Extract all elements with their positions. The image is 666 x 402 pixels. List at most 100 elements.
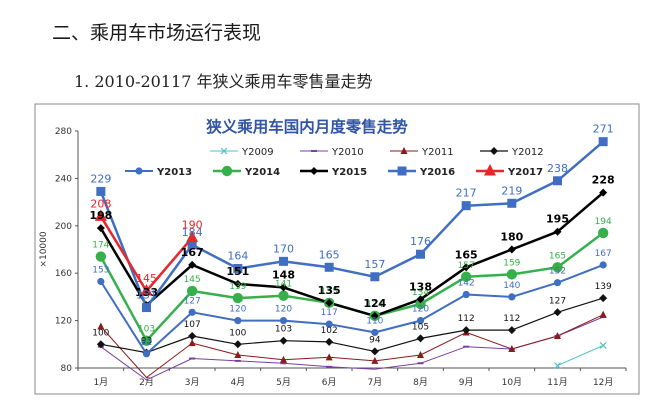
- point-y2012: [188, 332, 197, 341]
- legend-label-y2016: Y2016: [419, 167, 455, 178]
- legend-label-y2013: Y2013: [156, 167, 192, 178]
- point-y2014: [278, 290, 289, 301]
- point-y2016: [142, 303, 151, 313]
- legend-marker-y2014: [221, 165, 233, 177]
- y-tick-label: 80: [61, 364, 73, 374]
- chart-title: 狭义乘用车国内月度零售走势: [205, 117, 408, 136]
- data-label-y2016: 170: [273, 242, 294, 255]
- point-y2014: [552, 262, 563, 273]
- data-label-y2016: 131: [136, 289, 157, 302]
- point-y2016: [416, 249, 425, 259]
- data-label-y2013: 120: [275, 305, 292, 315]
- point-y2014: [415, 298, 426, 310]
- data-label-y2016: 184: [182, 226, 203, 239]
- legend-marker-y2009: [220, 147, 228, 155]
- point-y2011: [280, 355, 287, 363]
- data-label-y2017: 190: [182, 219, 203, 232]
- data-label-y2014: 194: [595, 217, 612, 227]
- legend-label-y2017: Y2017: [507, 167, 543, 178]
- point-y2011: [188, 339, 196, 347]
- data-label-y2016: 157: [364, 258, 385, 271]
- point-y2011: [417, 350, 424, 358]
- point-y2015: [599, 188, 608, 197]
- x-tick-label: 8月: [413, 377, 428, 388]
- data-label-y2016: 176: [410, 235, 431, 248]
- data-label-y2015: 195: [546, 213, 569, 226]
- data-label-y2013: 120: [412, 305, 429, 315]
- legend-label-y2009: Y2009: [241, 147, 274, 158]
- legend-label-y2010: Y2010: [331, 147, 364, 158]
- data-label-y2014: 134: [412, 288, 429, 298]
- point-y2016: [324, 262, 334, 272]
- data-label-y2017: 145: [136, 272, 157, 285]
- point-y2012: [325, 337, 334, 346]
- data-label-y2014: 159: [503, 258, 520, 268]
- point-y2016: [507, 198, 517, 208]
- data-label-y2014: 139: [229, 282, 246, 292]
- point-y2013: [188, 308, 196, 316]
- legend-marker-y2012: [490, 147, 498, 155]
- legend-label-y2014: Y2014: [244, 167, 280, 178]
- point-y2011: [325, 353, 333, 361]
- point-y2012: [416, 334, 425, 343]
- point-y2015: [462, 263, 471, 272]
- data-label-y2013: 120: [229, 305, 246, 315]
- data-label-y2015: 151: [226, 265, 249, 278]
- data-label-y2015: 148: [272, 268, 295, 281]
- x-tick-label: 1月: [93, 377, 108, 388]
- y-tick-label: 200: [55, 222, 72, 232]
- data-label-y2012: 100: [229, 328, 246, 338]
- point-y2013: [462, 290, 470, 299]
- point-y2013: [553, 279, 562, 287]
- data-label-y2012: 112: [458, 314, 475, 324]
- data-label-y2012: 107: [184, 320, 201, 330]
- axes: 80 120 160 200 240 280 1月 2月 3月 4月 5月 6月 7月 8月 9月 10月 11…: [55, 127, 627, 388]
- data-label-y2013: 153: [92, 265, 109, 275]
- legend-marker-y2013: [135, 167, 143, 175]
- data-label-y2014: 165: [549, 251, 566, 261]
- data-label-y2013: 117: [321, 308, 338, 318]
- data-label-y2016: 217: [456, 187, 477, 200]
- point-y2015: [416, 295, 425, 304]
- point-y2014: [460, 271, 472, 282]
- legend: Y2009 Y2010 Y2011 Y2012 Y2013 Y2014 Y2015 Y2016…: [125, 147, 544, 178]
- data-label-y2012: 93: [141, 337, 152, 347]
- point-y2011: [371, 356, 379, 364]
- chart-frame: [34, 103, 640, 395]
- legend-marker-y2015: [310, 167, 318, 175]
- point-y2013: [234, 317, 242, 325]
- point-y2015: [553, 227, 562, 236]
- data-label-y2013: 110: [366, 316, 383, 326]
- data-label-y2013: 152: [549, 267, 566, 277]
- data-label-y2012: 94: [369, 335, 381, 345]
- legend-label-y2015: Y2015: [331, 167, 367, 178]
- data-label-y2015: 133: [135, 286, 158, 299]
- point-y2012: [233, 340, 242, 349]
- data-label-y2015: 138: [409, 280, 432, 293]
- data-label-y2015: 228: [592, 174, 615, 187]
- point-y2011: [234, 350, 242, 358]
- data-label-y2012: 127: [549, 296, 566, 306]
- data-label-y2013: 140: [503, 281, 520, 291]
- point-y2013: [97, 277, 105, 286]
- chart-caption: 1. 2010-20117 年狭义乘用车零售量走势: [74, 72, 373, 91]
- data-label-y2012: 112: [503, 314, 520, 324]
- point-y2016: [279, 256, 288, 266]
- point-y2013: [416, 317, 425, 325]
- x-tick-label: 3月: [185, 377, 200, 388]
- y-tick-label: 280: [55, 127, 72, 137]
- point-y2012: [553, 308, 562, 317]
- point-y2012: [462, 326, 471, 335]
- point-y2013: [599, 261, 607, 269]
- data-label-y2016: 219: [501, 184, 522, 197]
- legend-label-y2012: Y2012: [511, 147, 544, 158]
- data-label-y2015: 165: [455, 248, 478, 261]
- section-heading: 二、乘用车市场运行表现: [52, 22, 262, 44]
- point-y2015: [279, 283, 288, 292]
- point-y2012: [370, 347, 379, 356]
- data-label-y2014: 124: [366, 300, 383, 310]
- x-tick-label: 12月: [593, 377, 613, 388]
- series-line-y2012: [100, 297, 604, 354]
- point-y2009: [554, 362, 561, 370]
